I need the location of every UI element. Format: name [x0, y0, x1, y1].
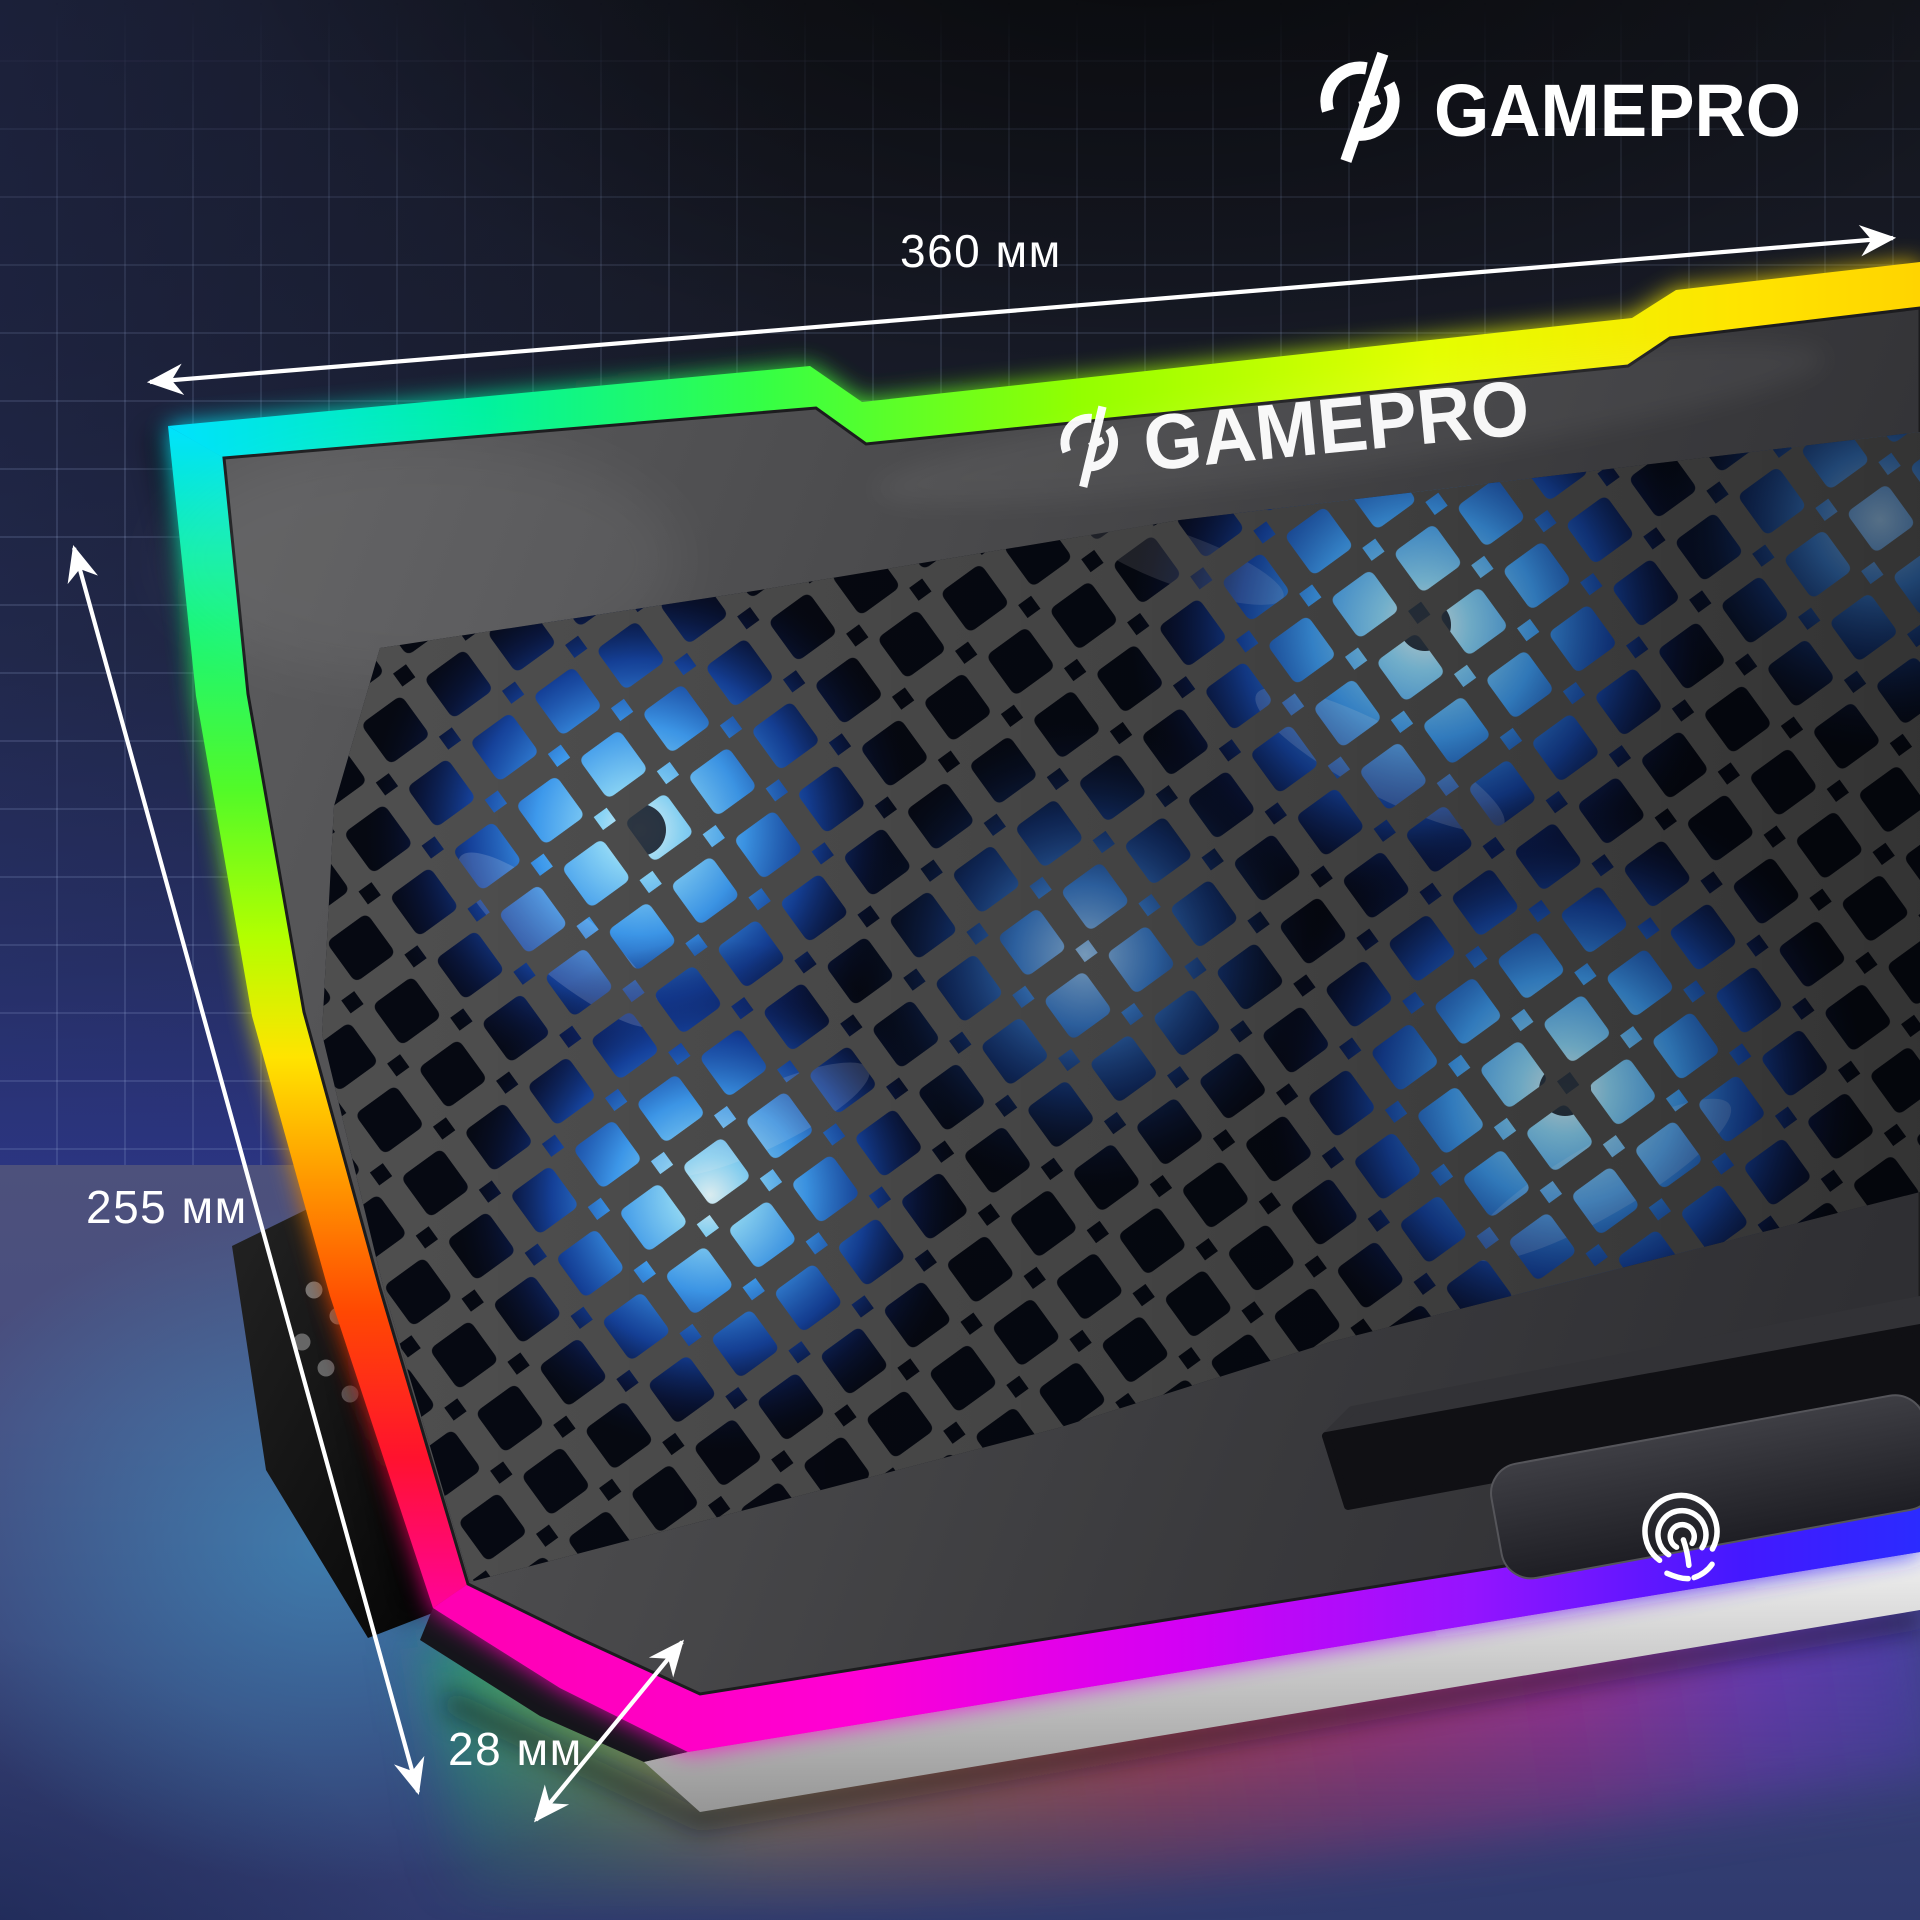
- dimension-depth-label: 255 мм: [86, 1181, 248, 1233]
- laptop-stop-bar: [1322, 1296, 1920, 1510]
- gamepro-logo-icon: [1060, 405, 1119, 488]
- fingerprint-icon: [1642, 1492, 1720, 1582]
- dimension-height-arrow: [534, 1639, 684, 1823]
- brand-logo-text: GAMEPRO: [1434, 68, 1802, 152]
- dimension-arrows: [67, 225, 1897, 1823]
- brand-logo: GAMEPRO: [1316, 44, 1816, 176]
- base-silver-bar: [644, 1552, 1920, 1812]
- dimension-depth-arrow: [67, 544, 425, 1796]
- surface-logo: GAMEPRO: [1053, 357, 1549, 499]
- dimension-height-label: 28 мм: [448, 1723, 583, 1775]
- dimension-width-arrow: [146, 225, 1897, 395]
- mesh-shading: [322, 432, 1920, 1582]
- gamepro-logo-icon: [1320, 51, 1400, 163]
- touch-control-recess: [1490, 1394, 1920, 1580]
- dimension-width-label: 360 мм: [900, 225, 1062, 277]
